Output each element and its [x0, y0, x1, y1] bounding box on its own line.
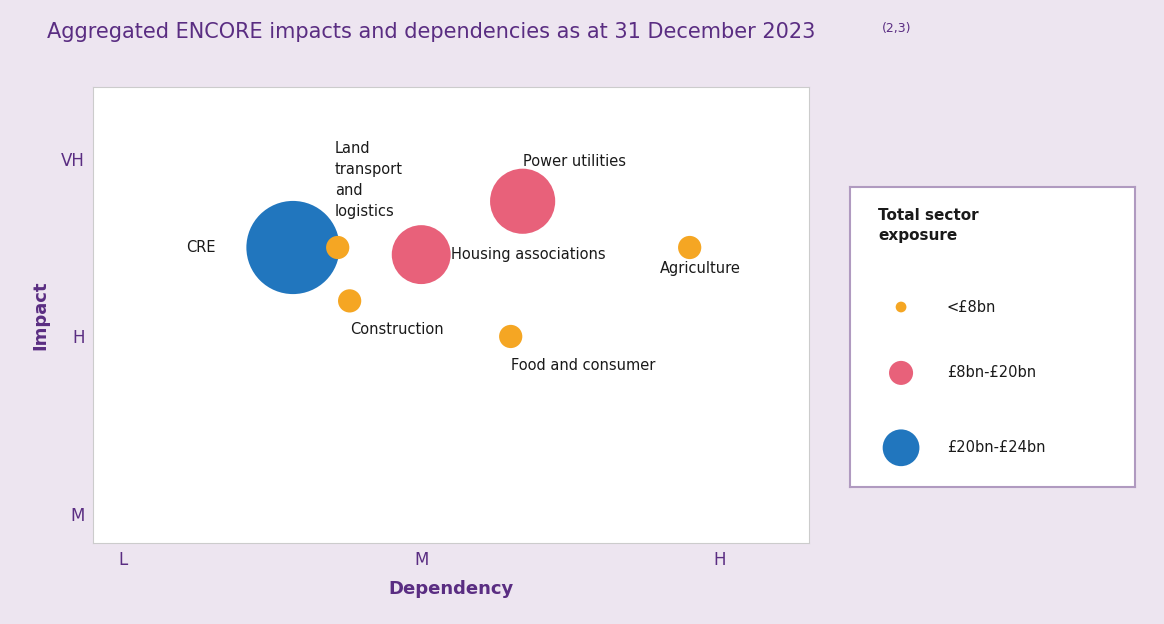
Point [513, 196, 532, 206]
X-axis label: Dependency: Dependency [389, 580, 513, 598]
Text: Housing associations: Housing associations [450, 247, 605, 262]
Text: Total sector
exposure: Total sector exposure [879, 208, 979, 243]
Point [680, 243, 698, 253]
Text: £8bn-£20bn: £8bn-£20bn [946, 366, 1036, 381]
Text: Power utilities: Power utilities [523, 154, 625, 169]
Point [892, 302, 910, 312]
Point [284, 243, 303, 253]
Point [892, 443, 910, 453]
Point [412, 250, 431, 260]
Text: CRE: CRE [186, 240, 215, 255]
Text: Aggregated ENCORE impacts and dependencies as at 31 December 2023: Aggregated ENCORE impacts and dependenci… [47, 22, 815, 42]
Text: Food and consumer: Food and consumer [511, 358, 655, 373]
Point [892, 368, 910, 378]
Y-axis label: Impact: Impact [31, 280, 50, 350]
Text: Land
transport
and
logistics: Land transport and logistics [335, 141, 403, 219]
Text: Agriculture: Agriculture [660, 261, 740, 276]
Point [328, 243, 347, 253]
Text: (2,3): (2,3) [882, 22, 911, 35]
Text: £20bn-£24bn: £20bn-£24bn [946, 441, 1045, 456]
Text: Construction: Construction [349, 322, 443, 337]
Point [502, 331, 520, 341]
Point [340, 296, 359, 306]
Text: <£8bn: <£8bn [946, 300, 996, 314]
